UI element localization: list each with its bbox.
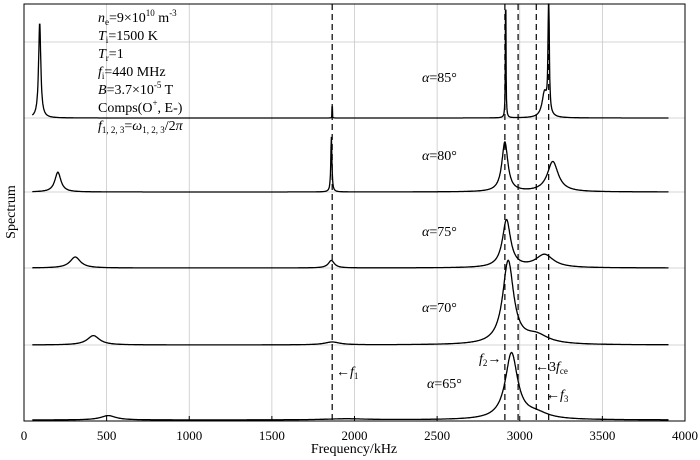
marker-f3: ←f3 [546, 388, 569, 404]
y-axis-label: Spectrum [4, 185, 19, 239]
param-tr: Tr=1 [98, 47, 124, 63]
param-ti: Ti=1500 K [98, 29, 158, 45]
marker-fce: ←3fce [535, 360, 568, 376]
x-tick-label: 0 [21, 428, 28, 443]
series-line [32, 351, 669, 421]
series-label-70: α=70° [422, 301, 457, 316]
x-tick-label: 2000 [342, 428, 368, 443]
series-label-75: α=75° [422, 225, 457, 240]
series-label-65: α=65° [427, 377, 462, 392]
series-line [32, 136, 669, 193]
marker-f2: f2→ [479, 352, 501, 368]
x-tick-label: 1500 [259, 428, 285, 443]
x-axis-label: Frequency/kHz [311, 442, 397, 457]
reference-lines [331, 4, 550, 421]
x-tick-label: 3000 [507, 428, 533, 443]
param-comps: Comps(O+, E-) [98, 98, 183, 116]
parameter-block: ne=9×1010 m-3 Ti=1500 K Tr=1 fi=440 MHz … [98, 8, 184, 135]
marker-f1: ←f1 [336, 365, 358, 381]
series-label-85: α=85° [422, 71, 457, 86]
spectrum-curves [31, 3, 669, 421]
series-line [31, 3, 669, 119]
x-tick-label: 500 [97, 428, 117, 443]
x-tick-label: 3500 [589, 428, 615, 443]
x-axis-ticks: 0 500 1000 1500 2000 2500 3000 3500 4000 [21, 416, 698, 443]
x-tick-label: 1000 [176, 428, 202, 443]
x-tick-label: 2500 [424, 428, 450, 443]
series-line [32, 259, 669, 346]
param-ne: ne=9×1010 m-3 [98, 8, 177, 27]
series-line [32, 218, 669, 269]
param-b: B=3.7×10-5 T [98, 80, 174, 98]
series-label-80: α=80° [422, 149, 457, 164]
x-tick-label: 4000 [672, 428, 698, 443]
param-fi: fi=440 MHz [98, 65, 166, 81]
param-freq-definition: f1, 2, 3=ω1, 2, 3/2π [98, 119, 184, 135]
